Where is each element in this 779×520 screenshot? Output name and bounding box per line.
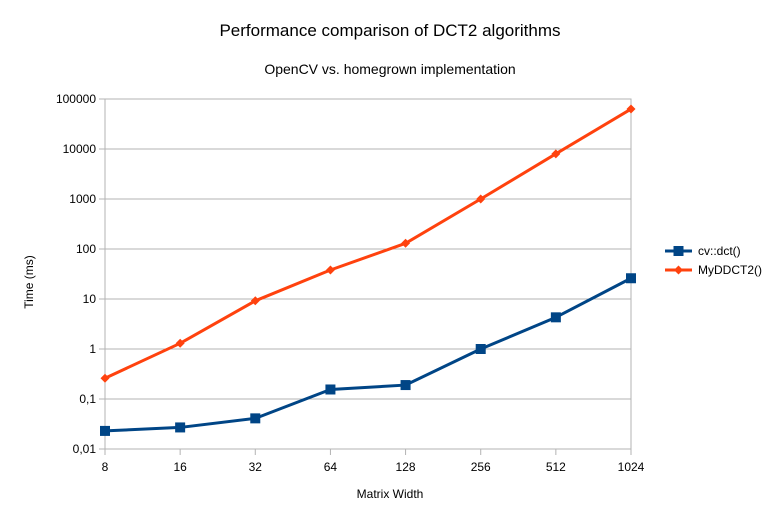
- y-axis-ticks: 0,01 0,1 1 10 100 1000 10000 100000: [56, 92, 105, 456]
- legend-item: MyDDCT2(): [665, 263, 762, 277]
- series-0: [100, 273, 636, 436]
- chart-subtitle: OpenCV vs. homegrown implementation: [264, 61, 515, 77]
- legend: cv::dct()MyDDCT2(): [665, 244, 762, 277]
- y-tick-label: 1000: [69, 192, 96, 206]
- y-tick-label: 0,01: [73, 442, 97, 456]
- data-point: [475, 344, 486, 354]
- legend-marker: [673, 246, 684, 256]
- x-tick-label: 128: [396, 460, 416, 474]
- x-tick-label: 64: [324, 460, 338, 474]
- data-point: [250, 296, 260, 306]
- y-tick-label: 1: [89, 342, 96, 356]
- y-tick-label: 100: [76, 242, 96, 256]
- data-point: [175, 422, 186, 433]
- data-point: [550, 312, 561, 323]
- data-point: [626, 273, 636, 284]
- legend-label: MyDDCT2(): [698, 263, 762, 277]
- data-point: [250, 413, 261, 424]
- legend-label: cv::dct(): [698, 244, 741, 258]
- data-point: [175, 338, 185, 348]
- chart-title: Performance comparison of DCT2 algorithm…: [219, 21, 560, 40]
- x-axis-label: Matrix Width: [357, 487, 424, 501]
- data-point: [325, 265, 335, 275]
- y-tick-label: 10: [83, 292, 97, 306]
- data-point: [100, 373, 110, 383]
- legend-item: cv::dct(): [665, 244, 741, 258]
- x-tick-label: 256: [471, 460, 491, 474]
- series-1: [100, 104, 636, 383]
- legend-marker: [674, 265, 683, 275]
- x-tick-label: 16: [173, 460, 187, 474]
- y-axis-label: Time (ms): [22, 255, 36, 309]
- series-line: [104, 107, 632, 380]
- x-tick-label: 1024: [618, 460, 645, 474]
- data-point: [100, 425, 110, 436]
- plot-area: [104, 98, 632, 450]
- data-point: [551, 149, 561, 159]
- series-line: [104, 276, 632, 433]
- data-point: [325, 384, 336, 395]
- gridlines: [105, 98, 631, 450]
- x-tick-label: 512: [546, 460, 566, 474]
- x-tick-label: 8: [102, 460, 109, 474]
- y-tick-label: 10000: [63, 142, 97, 156]
- series: [100, 104, 636, 436]
- x-tick-label: 32: [249, 460, 263, 474]
- data-point: [476, 194, 486, 204]
- y-tick-label: 0,1: [79, 392, 96, 406]
- y-tick-label: 100000: [56, 92, 96, 106]
- data-point: [400, 380, 411, 391]
- data-point: [401, 238, 411, 248]
- data-point: [626, 104, 636, 114]
- x-axis-ticks: 8 16 32 64 128 256 512 1024: [102, 449, 645, 474]
